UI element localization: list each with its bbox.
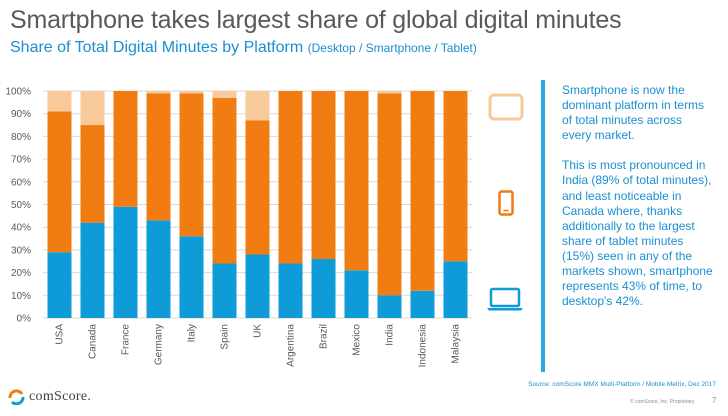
- bar-smartphone-malaysia: [443, 91, 468, 262]
- x-tick-label: Canada: [88, 324, 99, 359]
- y-tick-label: 10%: [11, 291, 31, 302]
- x-tick-label: UK: [253, 324, 264, 338]
- x-tick-label: Germany: [154, 324, 165, 365]
- bar-tablet-canada: [80, 91, 105, 126]
- chart-subtitle: Share of Total Digital Minutes by Platfo…: [10, 39, 477, 57]
- callout-paragraph-1: Smartphone is now the dominant platform …: [562, 83, 705, 143]
- x-tick-label: Italy: [187, 324, 198, 342]
- comscore-logo: comScore.: [8, 389, 91, 405]
- y-tick-label: 20%: [11, 268, 31, 279]
- bar-desktop-usa: [47, 252, 72, 318]
- x-tick-label: France: [121, 324, 132, 356]
- bar-desktop-mexico: [344, 270, 369, 318]
- y-tick-label: 90%: [11, 109, 31, 120]
- bar-smartphone-mexico: [344, 91, 369, 271]
- y-tick-label: 70%: [11, 155, 31, 166]
- bar-tablet-germany: [146, 91, 171, 94]
- callout-text: Smartphone is now the dominant platform …: [562, 83, 714, 324]
- bar-smartphone-argentina: [278, 91, 303, 264]
- callout-paragraph-2: This is most pronounced in India (89% of…: [562, 158, 713, 309]
- bar-desktop-france: [113, 206, 138, 318]
- bar-smartphone-indonesia: [410, 91, 435, 291]
- x-tick-label: India: [385, 324, 396, 346]
- x-tick-label: Mexico: [352, 324, 363, 356]
- copyright-note: © comScore, Inc. Proprietary.: [630, 399, 696, 405]
- smartphone-icon: [496, 190, 516, 216]
- tablet-icon: [488, 93, 524, 121]
- x-tick-label: USA: [55, 324, 66, 345]
- bar-desktop-argentina: [278, 263, 303, 318]
- subtitle-main: Share of Total Digital Minutes by Platfo…: [10, 39, 304, 56]
- bar-desktop-uk: [245, 254, 270, 318]
- y-tick-label: 60%: [11, 177, 31, 188]
- bar-desktop-brazil: [311, 258, 336, 318]
- bar-smartphone-france: [113, 91, 138, 207]
- bar-tablet-india: [377, 91, 402, 94]
- bar-desktop-italy: [179, 236, 204, 318]
- bar-tablet-usa: [47, 91, 72, 112]
- source-note: Source: comScore MMX Multi-Platform / Mo…: [528, 381, 716, 388]
- y-tick-label: 30%: [11, 245, 31, 256]
- bar-smartphone-spain: [212, 97, 237, 264]
- bar-desktop-canada: [80, 222, 105, 318]
- logo-mark-icon: [8, 389, 25, 405]
- laptop-icon: [484, 286, 526, 312]
- bar-smartphone-germany: [146, 93, 171, 221]
- page-number: 7: [712, 396, 717, 405]
- bar-desktop-germany: [146, 220, 171, 318]
- bar-tablet-italy: [179, 91, 204, 94]
- bar-smartphone-italy: [179, 93, 204, 237]
- x-tick-label: Brazil: [319, 324, 330, 349]
- y-tick-label: 100%: [5, 87, 31, 98]
- bar-desktop-malaysia: [443, 261, 468, 318]
- bar-desktop-indonesia: [410, 290, 435, 318]
- y-tick-label: 0%: [17, 314, 32, 325]
- bar-smartphone-brazil: [311, 91, 336, 259]
- page-title: Smartphone takes largest share of global…: [10, 6, 622, 34]
- bar-tablet-uk: [245, 91, 270, 121]
- y-tick-label: 40%: [11, 223, 31, 234]
- callout-accent-bar: [541, 80, 545, 372]
- bar-smartphone-india: [377, 93, 402, 296]
- bar-smartphone-canada: [80, 125, 105, 223]
- bar-desktop-spain: [212, 263, 237, 318]
- x-tick-label: Indonesia: [418, 324, 429, 368]
- x-tick-label: Malaysia: [451, 324, 462, 364]
- y-tick-label: 50%: [11, 200, 31, 211]
- bar-desktop-india: [377, 295, 402, 318]
- bar-tablet-spain: [212, 91, 237, 98]
- logo-text: comScore.: [29, 389, 92, 404]
- y-tick-label: 80%: [11, 132, 31, 143]
- bar-smartphone-uk: [245, 120, 270, 255]
- subtitle-note: (Desktop / Smartphone / Tablet): [307, 41, 477, 55]
- bar-smartphone-usa: [47, 111, 72, 253]
- x-tick-label: Argentina: [286, 324, 297, 367]
- x-tick-label: Spain: [220, 324, 231, 350]
